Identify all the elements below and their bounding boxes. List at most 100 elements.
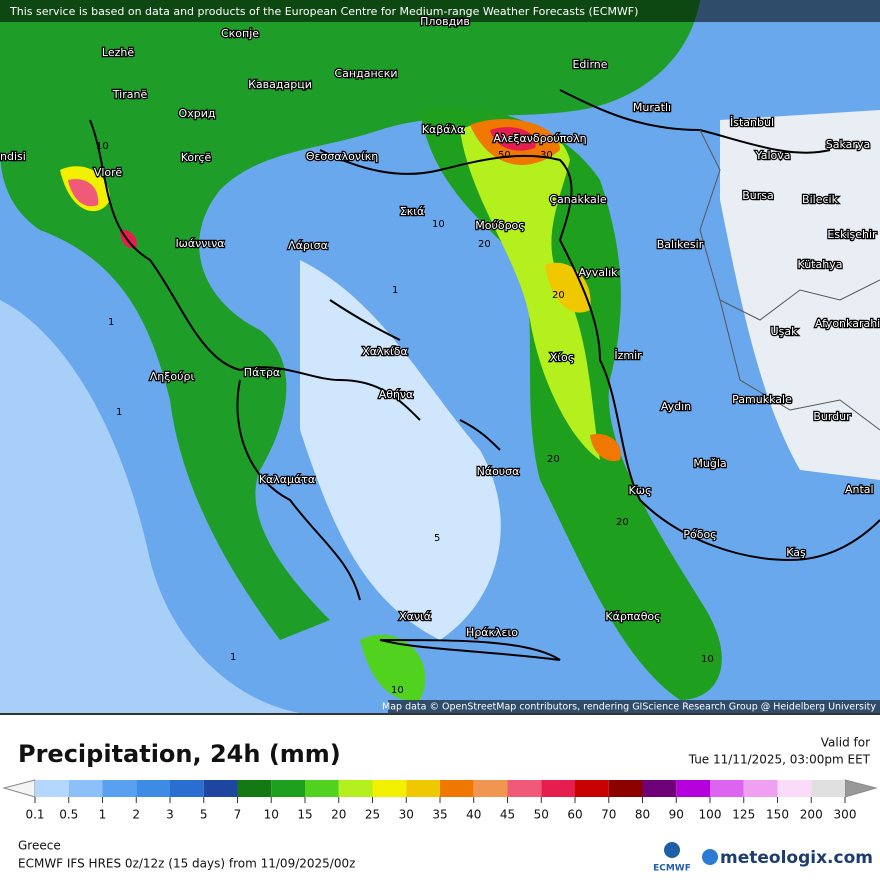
- legend-label: 200: [800, 808, 823, 822]
- legend-label: 300: [834, 808, 857, 822]
- contour-label: 10: [701, 654, 714, 665]
- legend-cell: [473, 780, 508, 797]
- legend-cell: [305, 780, 339, 797]
- legend-cell: [102, 780, 137, 797]
- contour-label: 10: [391, 685, 404, 696]
- model-info: ECMWF IFS HRES 0z/12z (15 days) from 11/…: [18, 857, 355, 871]
- place-label: İzmir: [614, 349, 642, 362]
- legend-cell: [743, 780, 778, 797]
- legend-label: 0.5: [59, 808, 78, 822]
- place-label: Kütahya: [798, 258, 843, 271]
- legend-label: 40: [466, 808, 481, 822]
- contour-label: 5: [434, 533, 440, 544]
- place-label: Burdur: [813, 410, 851, 423]
- place-label: Χίος: [550, 351, 574, 364]
- legend-label: 125: [732, 808, 755, 822]
- legend-label: 150: [766, 808, 789, 822]
- contour-label: 50: [498, 150, 511, 161]
- place-label: Ιωάννινα: [175, 237, 224, 250]
- place-label: Bilecik: [802, 193, 839, 206]
- legend-cell: [237, 780, 272, 797]
- legend-label: 30: [399, 808, 414, 822]
- legend-cell: [642, 780, 677, 797]
- legend-label: 80: [635, 808, 650, 822]
- place-label: Κάρπαθος: [605, 610, 660, 623]
- place-label: Κως: [629, 484, 652, 497]
- legend-cell: [136, 780, 170, 797]
- place-label: Tiranë: [112, 88, 148, 101]
- place-label: ndisi: [0, 150, 26, 163]
- legend-cell: [35, 780, 69, 797]
- contour-label: 20: [547, 454, 560, 465]
- legend-cell: [406, 780, 440, 797]
- legend-label: 15: [297, 808, 312, 822]
- place-label: Antal: [845, 483, 874, 496]
- contour-label: 1: [116, 407, 122, 418]
- attribution-map: Map data © OpenStreetMap contributors, r…: [382, 702, 876, 713]
- legend-cell: [710, 780, 744, 797]
- ecmwf-logo: ECMWF: [653, 864, 691, 874]
- legend-cell: [575, 780, 609, 797]
- place-label: Пловдив: [420, 15, 470, 28]
- meteologix-logo: meteologix.com: [720, 848, 873, 868]
- place-label: Yalova: [755, 149, 791, 162]
- places: Пловдив Lezhë Скопје Tiranë Кавадарци Са…: [0, 14, 880, 641]
- place-label: Охрид: [179, 107, 216, 120]
- contour-label: 10: [96, 141, 109, 152]
- legend-label: 0.1: [25, 808, 44, 822]
- contour-labels: 10 50 30 10 20 20 1 1 20 20 10 10 1 5 1: [96, 141, 714, 696]
- place-label: Edirne: [572, 58, 607, 71]
- place-label: Кавадарци: [248, 78, 312, 91]
- legend-label: 20: [331, 808, 346, 822]
- place-label: Λάρισα: [288, 239, 328, 252]
- legend-label: 3: [166, 808, 174, 822]
- place-label: Ηράκλειο: [466, 626, 518, 639]
- legend: 0.1 0.5 1 2 3 5 7 10 15 20 25 30 35 40 45 50 60 70 80 90 100…: [2, 779, 878, 822]
- place-label: Скопје: [221, 27, 259, 40]
- place-label: Pamukkale: [732, 393, 792, 406]
- place-label: Сандански: [335, 67, 398, 80]
- attribution-top: This service is based on data and produc…: [9, 5, 638, 18]
- place-label: Σκιά: [400, 205, 424, 218]
- legend-label: 70: [601, 808, 616, 822]
- valid-time: Tue 11/11/2025, 03:00pm EET: [688, 753, 871, 767]
- title: Precipitation, 24h (mm): [18, 740, 341, 768]
- place-label: Lezhë: [102, 46, 134, 59]
- legend-cell: [68, 780, 103, 797]
- legend-cell: [203, 780, 238, 797]
- legend-cell: [507, 780, 542, 797]
- place-label: Μούδρος: [475, 219, 524, 232]
- contour-label: 10: [432, 219, 445, 230]
- legend-cell: [170, 780, 204, 797]
- place-label: Ληξούρι: [150, 370, 195, 383]
- legend-cell: [372, 780, 407, 797]
- place-label: Καβάλα: [422, 123, 465, 136]
- contour-label: 30: [540, 150, 553, 161]
- place-label: Πάτρα: [244, 366, 280, 379]
- contour-label: 1: [392, 285, 398, 296]
- place-label: Θεσσαλονίκη: [306, 150, 378, 163]
- place-label: Çanakkale: [549, 193, 606, 206]
- region: Greece: [18, 839, 61, 853]
- contour-label: 20: [616, 517, 629, 528]
- place-label: Καλαμάτα: [259, 473, 315, 486]
- place-label: Sakarya: [826, 138, 870, 151]
- legend-cell: [676, 780, 710, 797]
- place-label: Aydın: [661, 400, 691, 413]
- place-label: Korçë: [181, 151, 212, 164]
- legend-label: 10: [264, 808, 279, 822]
- contour-label: 1: [230, 652, 236, 663]
- contour-label: 20: [478, 239, 491, 250]
- legend-cell: [811, 780, 845, 797]
- place-label: Χανιά: [399, 610, 431, 623]
- legend-cell: [338, 780, 373, 797]
- place-label: Νάουσα: [477, 465, 520, 478]
- legend-label: 2: [132, 808, 140, 822]
- legend-cell: [608, 780, 643, 797]
- place-label: Eskişehir: [827, 228, 877, 241]
- place-label: Χαλκίδα: [362, 345, 407, 358]
- legend-cell: [777, 780, 812, 797]
- legend-cell: [541, 780, 575, 797]
- contour-label: 1: [108, 317, 114, 328]
